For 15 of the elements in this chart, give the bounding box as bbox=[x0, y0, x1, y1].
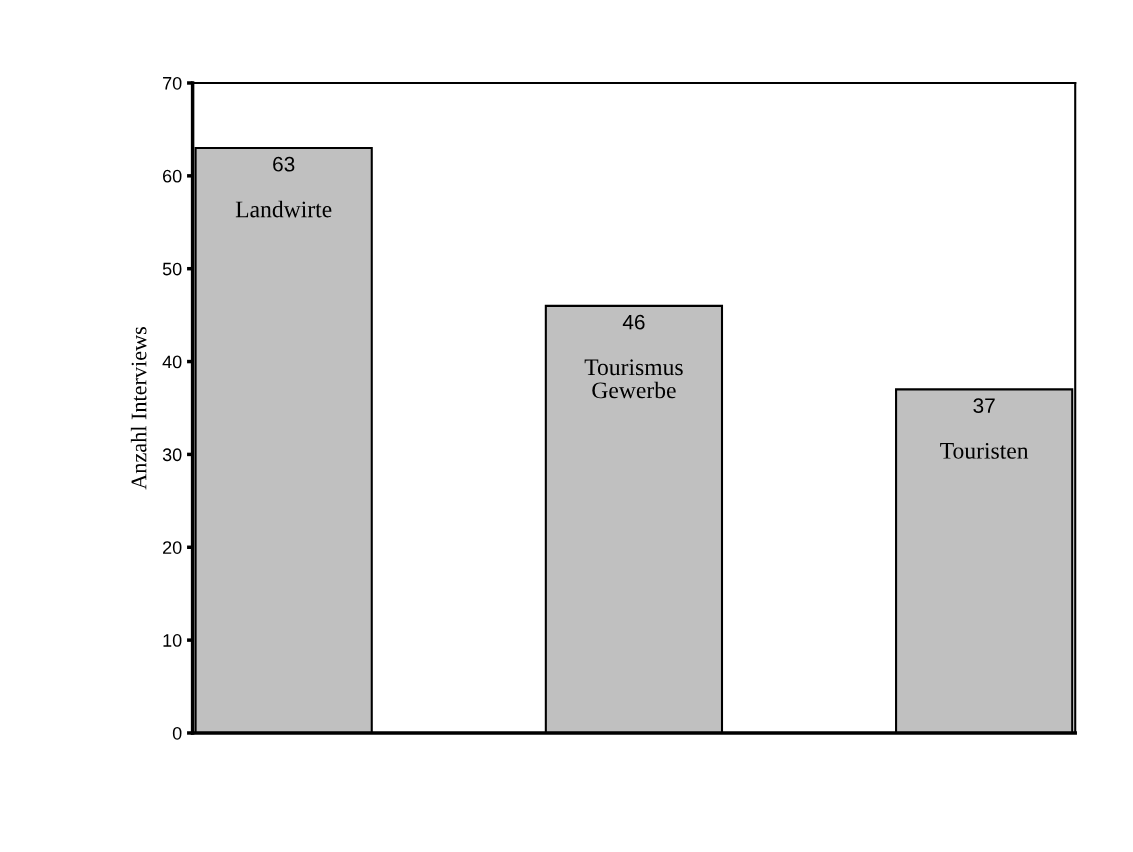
y-tick-label: 70 bbox=[163, 76, 182, 90]
y-tick-label: 40 bbox=[162, 355, 182, 369]
y-tick-label: 20 bbox=[163, 541, 182, 554]
y-tick-label: 10 bbox=[163, 634, 182, 647]
y-tick-label: 60 bbox=[163, 169, 182, 183]
x-tick-label: Touristen bbox=[940, 442, 1029, 459]
x-tick-label: Landwirte bbox=[235, 200, 332, 218]
data-label: 63 bbox=[273, 156, 295, 172]
y-tick-label: 0 bbox=[172, 726, 182, 740]
data-label: 46 bbox=[622, 314, 645, 330]
y-tick-label: 50 bbox=[162, 262, 182, 276]
data-label: 37 bbox=[973, 398, 995, 414]
y-axis-title: Anzahl Interviews bbox=[130, 327, 147, 490]
x-tick-label: Tourismus Gewerbe bbox=[584, 359, 683, 399]
y-tick-label: 30 bbox=[162, 448, 182, 462]
